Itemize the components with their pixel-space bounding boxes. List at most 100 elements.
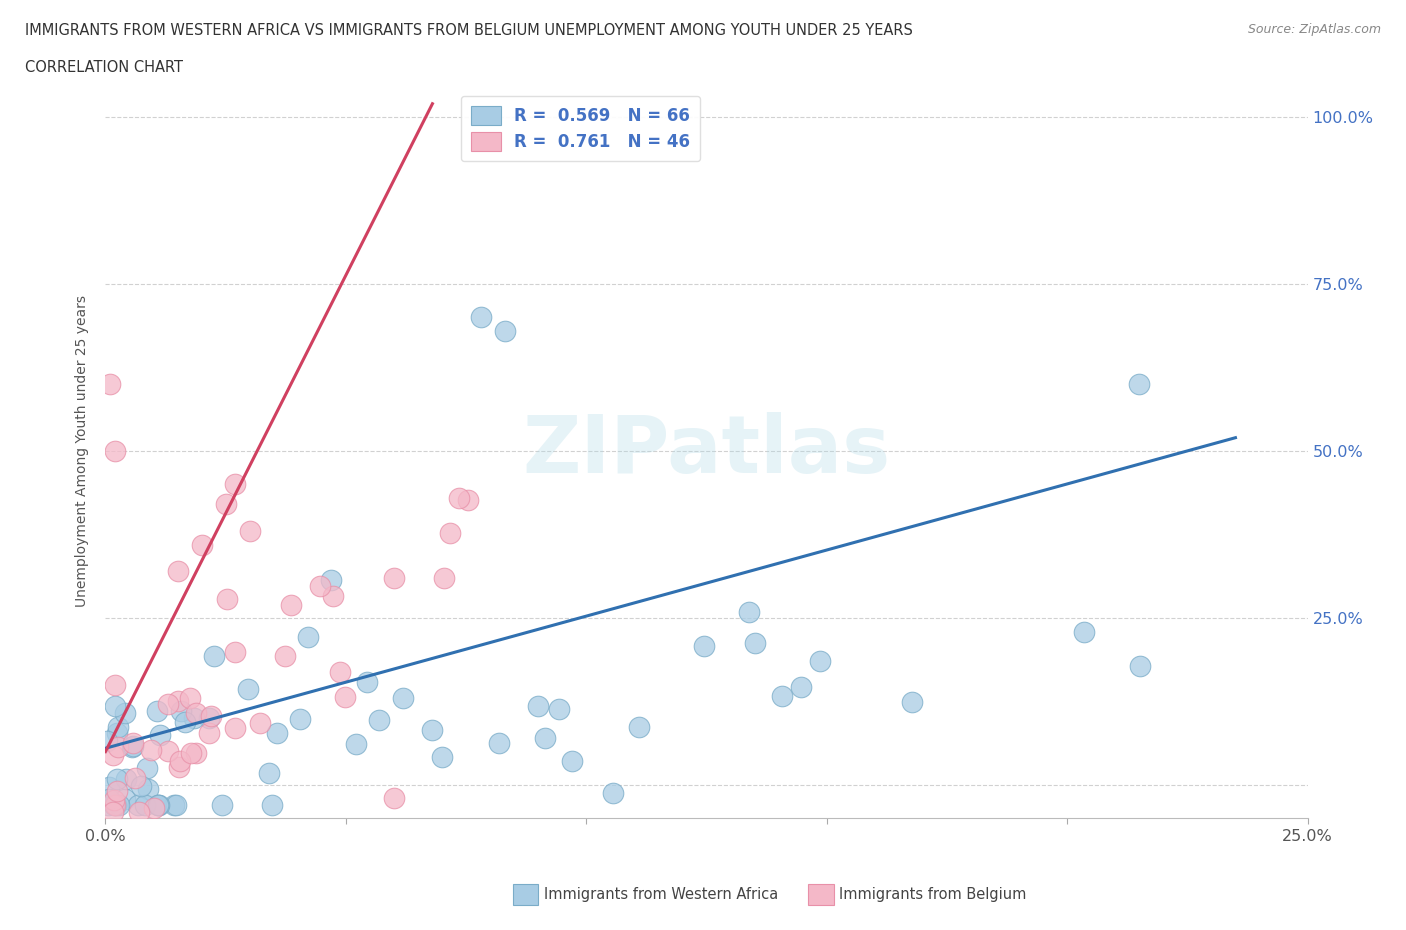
Point [163,798,186,813]
Point [344,737,367,751]
Y-axis label: Unemployment Among Youth under 25 years: Unemployment Among Youth under 25 years [76,295,90,607]
Point [224,645,246,660]
Point [190,538,212,552]
Point [124,770,146,785]
Point [224,721,246,736]
Point [457,492,479,507]
Point [236,682,259,697]
Point [104,698,127,713]
Point [266,725,288,740]
Point [184,746,207,761]
Point [297,630,319,644]
Point [260,798,283,813]
Point [439,525,461,540]
Point [167,760,190,775]
Point [547,701,569,716]
Point [103,747,125,762]
Point [527,698,550,713]
Point [333,690,356,705]
Point [309,579,332,594]
Text: CORRELATION CHART: CORRELATION CHART [25,60,183,75]
Point [180,746,202,761]
Point [146,798,169,813]
Point [628,720,651,735]
Point [129,778,152,793]
Point [770,689,793,704]
Text: IMMIGRANTS FROM WESTERN AFRICA VS IMMIGRANTS FROM BELGIUM UNEMPLOYMENT AMONG YOU: IMMIGRANTS FROM WESTERN AFRICA VS IMMIGR… [25,23,912,38]
Text: Immigrants from Belgium: Immigrants from Belgium [839,887,1026,902]
Point [738,604,761,619]
Point [280,598,302,613]
Point [105,772,128,787]
Point [183,711,205,725]
Point [103,792,125,807]
Point [319,572,342,587]
Point [561,753,583,768]
Point [197,711,219,725]
Point [146,703,169,718]
Point [104,678,127,693]
Point [98,377,121,392]
Point [274,649,297,664]
Point [148,798,170,813]
Text: ZIPatlas: ZIPatlas [523,412,890,490]
Legend: R =  0.569   N = 66, R =  0.761   N = 46: R = 0.569 N = 66, R = 0.761 N = 46 [461,96,700,161]
Point [470,310,492,325]
Point [356,674,378,689]
Point [249,715,271,730]
Point [808,654,831,669]
Point [214,497,236,512]
Point [136,760,159,775]
Point [174,714,197,729]
Point [202,649,225,664]
Point [166,798,188,813]
Point [322,589,344,604]
Point [105,726,128,741]
Point [122,736,145,751]
Point [239,524,262,538]
Point [149,727,172,742]
Point [186,706,208,721]
Point [97,791,120,806]
Point [166,564,188,578]
Point [97,798,120,813]
Point [107,720,129,735]
Point [96,734,118,749]
Point [108,798,131,813]
Point [105,784,128,799]
Point [368,712,391,727]
Point [134,798,156,813]
Point [121,738,143,753]
Point [107,739,129,754]
Point [166,694,188,709]
Point [114,706,136,721]
Point [138,782,160,797]
Point [128,804,150,819]
Point [391,690,413,705]
Point [224,477,246,492]
Point [1128,377,1150,392]
Point [211,798,233,813]
Point [1129,659,1152,674]
Point [148,798,170,813]
Point [534,730,557,745]
Point [157,744,180,759]
Point [744,635,766,650]
Point [200,708,222,723]
Point [382,790,405,805]
Point [488,735,510,750]
Point [142,801,165,816]
Point [288,711,311,726]
Point [494,324,516,339]
Point [901,695,924,710]
Point [104,798,127,813]
Point [104,444,127,458]
Point [121,739,143,754]
Point [197,725,219,740]
Point [693,638,716,653]
Point [114,791,136,806]
Point [329,664,352,679]
Text: Immigrants from Western Africa: Immigrants from Western Africa [544,887,779,902]
Point [382,571,405,586]
Point [115,772,138,787]
